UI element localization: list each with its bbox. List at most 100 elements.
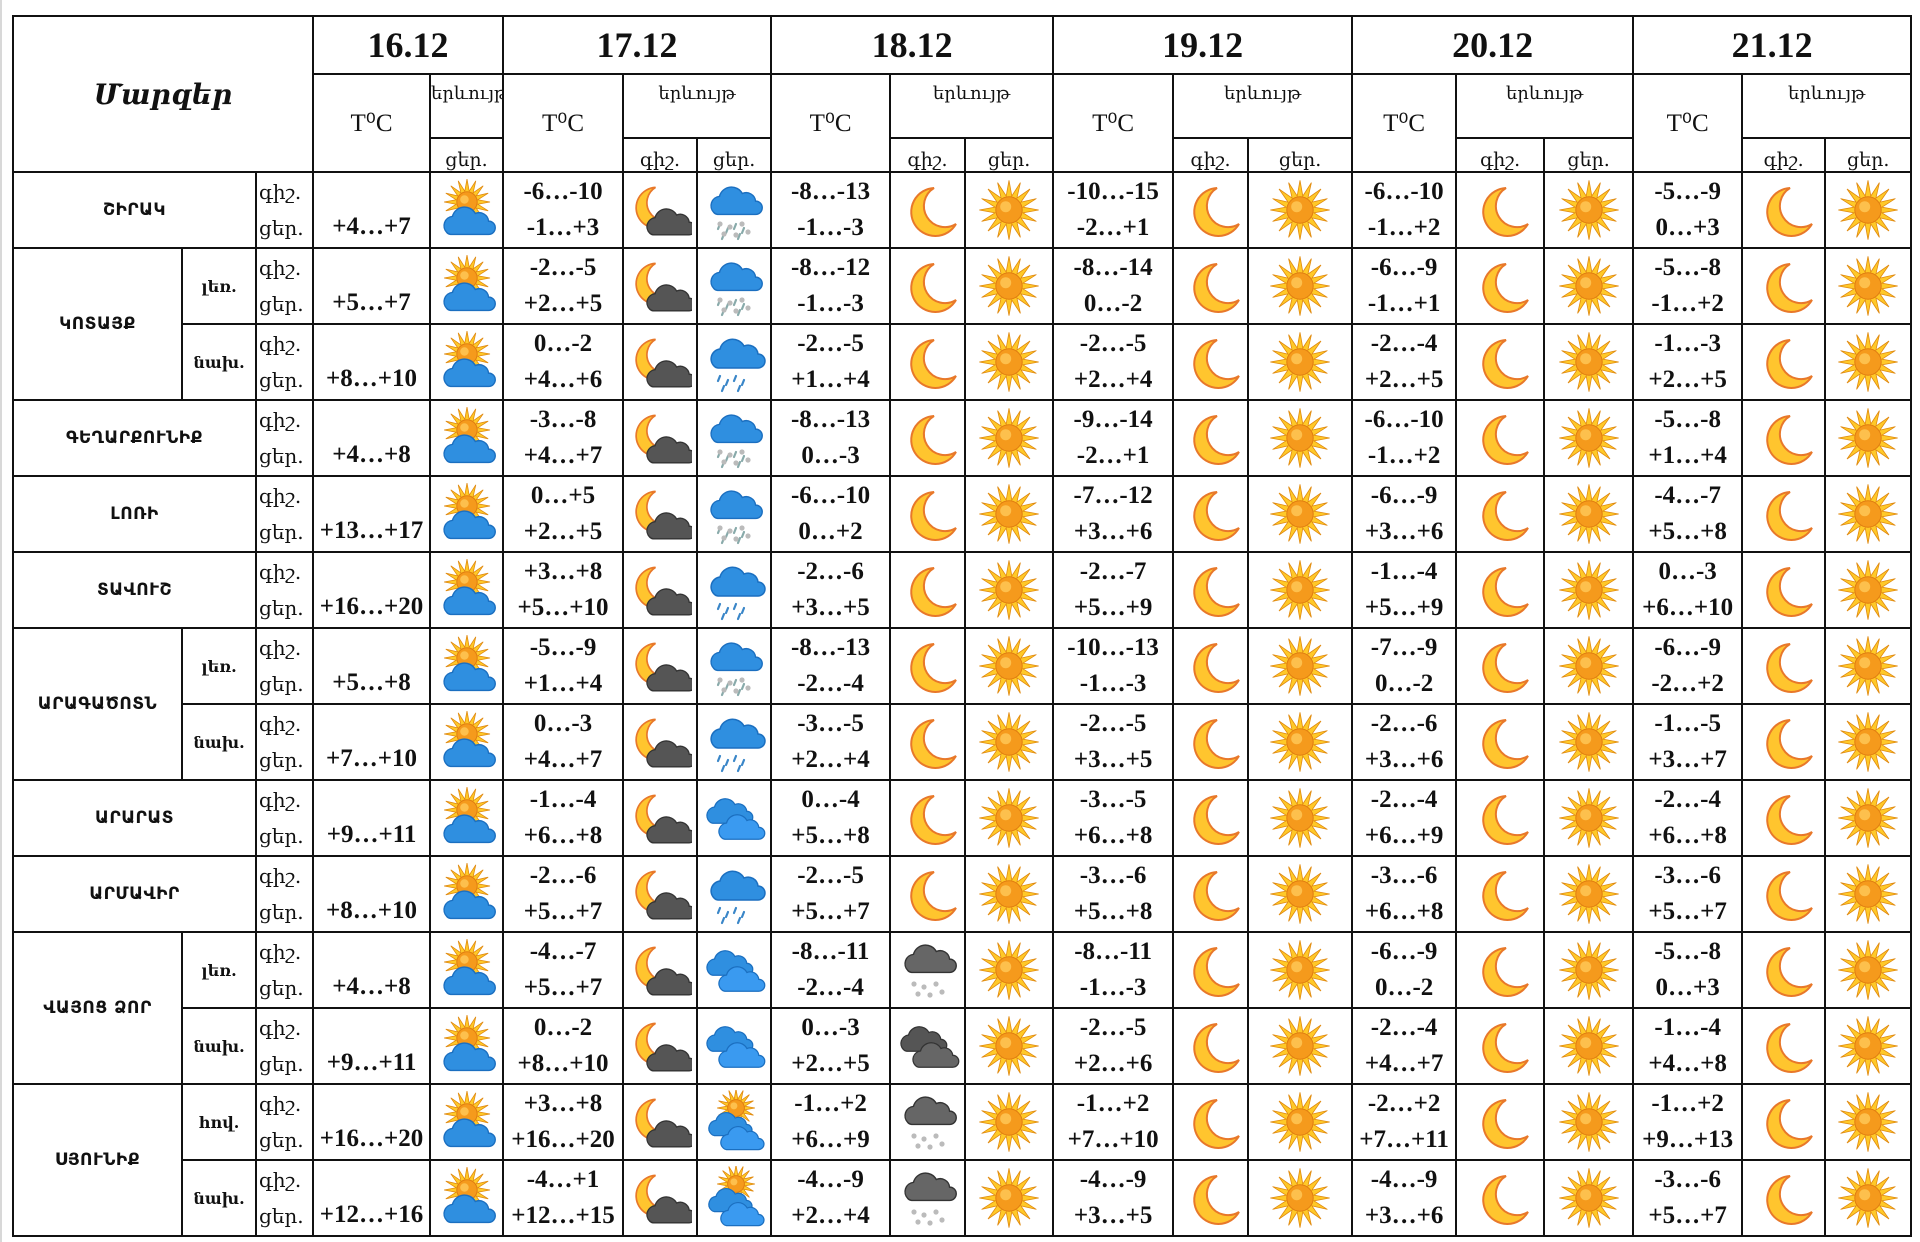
day-weather-cell <box>1824 855 1913 933</box>
moon-icon <box>1765 795 1813 845</box>
sleet-icon <box>710 490 763 545</box>
day-header: ցեր. <box>1824 137 1913 173</box>
temperature: 0…-2 +8…+10 <box>502 1007 625 1085</box>
sun-cloud-icon <box>442 635 496 692</box>
weather-cell <box>429 399 505 477</box>
day-temp: +4…+6 <box>523 366 603 393</box>
day-weather-cell <box>1824 703 1913 781</box>
night-temp: -6…-9 <box>1654 634 1721 661</box>
night-weather-cell <box>1172 323 1250 401</box>
night-temp: -2…-4 <box>1370 786 1438 813</box>
night-temp: -1…-4 <box>1370 558 1438 585</box>
weather-cell <box>429 627 505 705</box>
sun-icon <box>979 256 1039 316</box>
day-weather-cell <box>1247 1007 1354 1085</box>
temperature: 0…-2 +4…+6 <box>502 323 625 401</box>
day-header: ցեր. <box>1247 137 1354 173</box>
subregion-label: լեռ. <box>181 627 257 705</box>
night-label: գիշ. <box>259 1168 302 1192</box>
night-temp: -1…+2 <box>1651 1090 1724 1117</box>
night-weather-cell <box>889 475 967 553</box>
sun-icon <box>979 484 1039 544</box>
night-temp: -1…+2 <box>794 1090 867 1117</box>
night-weather-cell <box>1455 247 1546 325</box>
moon-icon <box>1192 339 1240 389</box>
sun-icon <box>979 560 1039 620</box>
night-label: գիշ. <box>259 560 302 584</box>
night-temp: -5…-8 <box>1654 406 1721 433</box>
moon-icon <box>1765 947 1813 997</box>
night-weather-cell <box>1172 931 1250 1009</box>
night-label: գիշ. <box>259 256 302 280</box>
day-weather-cell <box>1543 323 1635 401</box>
night-weather-cell <box>1172 171 1250 249</box>
moon-icon <box>1765 187 1813 237</box>
night-weather-cell <box>889 1007 967 1085</box>
sleet-icon <box>710 262 763 317</box>
weather-cell <box>429 551 505 629</box>
day-temp: +5…+7 <box>523 974 603 1001</box>
day-temp: +3…+5 <box>1073 1202 1153 1229</box>
night-weather-cell <box>1741 247 1827 325</box>
temperature: +9…+11 <box>312 779 432 857</box>
temperature: -2…-4 +6…+8 <box>1632 779 1744 857</box>
day-temp: +2…+5 <box>791 1050 870 1077</box>
day-label: ցեր. <box>259 900 304 924</box>
sun-icon <box>979 940 1039 1000</box>
day-weather-cell <box>696 855 773 933</box>
moon-cloud-icon <box>635 566 693 616</box>
table-row: ԳԵՂԱՐՔՈՒՆԻՔ գիշ. ցեր. +4…+8 -3…-8 +4…+7 -8…-13… <box>12 399 1913 477</box>
night-weather-cell <box>1455 551 1546 629</box>
moon-icon <box>1192 643 1240 693</box>
weather-cell <box>429 171 505 249</box>
night-day-label: գիշ. ցեր. <box>254 247 315 325</box>
moon-cloud-icon <box>635 870 693 920</box>
night-label: գիշ. <box>259 332 302 356</box>
day-weather-cell <box>1824 399 1913 477</box>
day-weather-cell <box>964 171 1055 249</box>
night-temp: -2…-5 <box>1079 330 1147 357</box>
day-temp: +2…+5 <box>1364 366 1444 393</box>
night-day-label: գիշ. ցեր. <box>254 855 315 933</box>
night-weather-cell <box>889 1159 967 1237</box>
night-header: գիշ. <box>622 137 699 173</box>
day-weather-cell <box>696 323 773 401</box>
day-temp: +12…+15 <box>511 1202 615 1229</box>
sun-icon <box>1558 636 1619 696</box>
subregion-label: նախ. <box>181 703 257 781</box>
moon-icon <box>1765 719 1813 769</box>
sun-icon <box>1270 864 1330 924</box>
sun-clouds-icon <box>708 1090 765 1151</box>
moon-icon <box>909 643 957 693</box>
day-weather-cell <box>964 1159 1055 1237</box>
table-row: ԱՐԱՐԱՏ գիշ. ցեր. +9…+11 -1…-4 +6…+8 0…-4 +5…+8 -… <box>12 779 1913 857</box>
night-weather-cell <box>622 703 699 781</box>
day-weather-cell <box>964 703 1055 781</box>
temperature: +5…+7 <box>312 247 432 325</box>
temperature: +16…+20 <box>312 551 432 629</box>
region-name: ԱՐԱՐԱՏ <box>12 779 257 857</box>
day-weather-cell <box>696 931 773 1009</box>
sun-icon <box>1838 636 1898 696</box>
subregion-label: լեռ. <box>181 931 257 1009</box>
clouds-icon <box>706 1026 766 1068</box>
night-weather-cell <box>889 171 967 249</box>
night-weather-cell <box>1455 1083 1546 1161</box>
night-label: գիշ. <box>259 180 302 204</box>
day-weather-cell <box>1247 475 1354 553</box>
sun-icon <box>1838 560 1898 620</box>
night-weather-cell <box>889 323 967 401</box>
temperature: -4…-9 +3…+6 <box>1351 1159 1458 1237</box>
day-weather-cell <box>1247 399 1354 477</box>
night-weather-cell <box>1741 1007 1827 1085</box>
sun-icon <box>1838 788 1898 848</box>
night-header: գիշ. <box>1455 137 1546 173</box>
moon-cloud-icon <box>635 490 693 540</box>
day-label: ցեր. <box>259 824 304 848</box>
region-name: ԳԵՂԱՐՔՈՒՆԻՔ <box>12 399 257 477</box>
moon-icon <box>1482 415 1529 465</box>
day-weather-cell <box>1543 1083 1635 1161</box>
night-weather-cell <box>1741 399 1827 477</box>
temperature: -6…-9 +3…+6 <box>1351 475 1458 553</box>
day-temp: +5…+9 <box>1364 594 1444 621</box>
